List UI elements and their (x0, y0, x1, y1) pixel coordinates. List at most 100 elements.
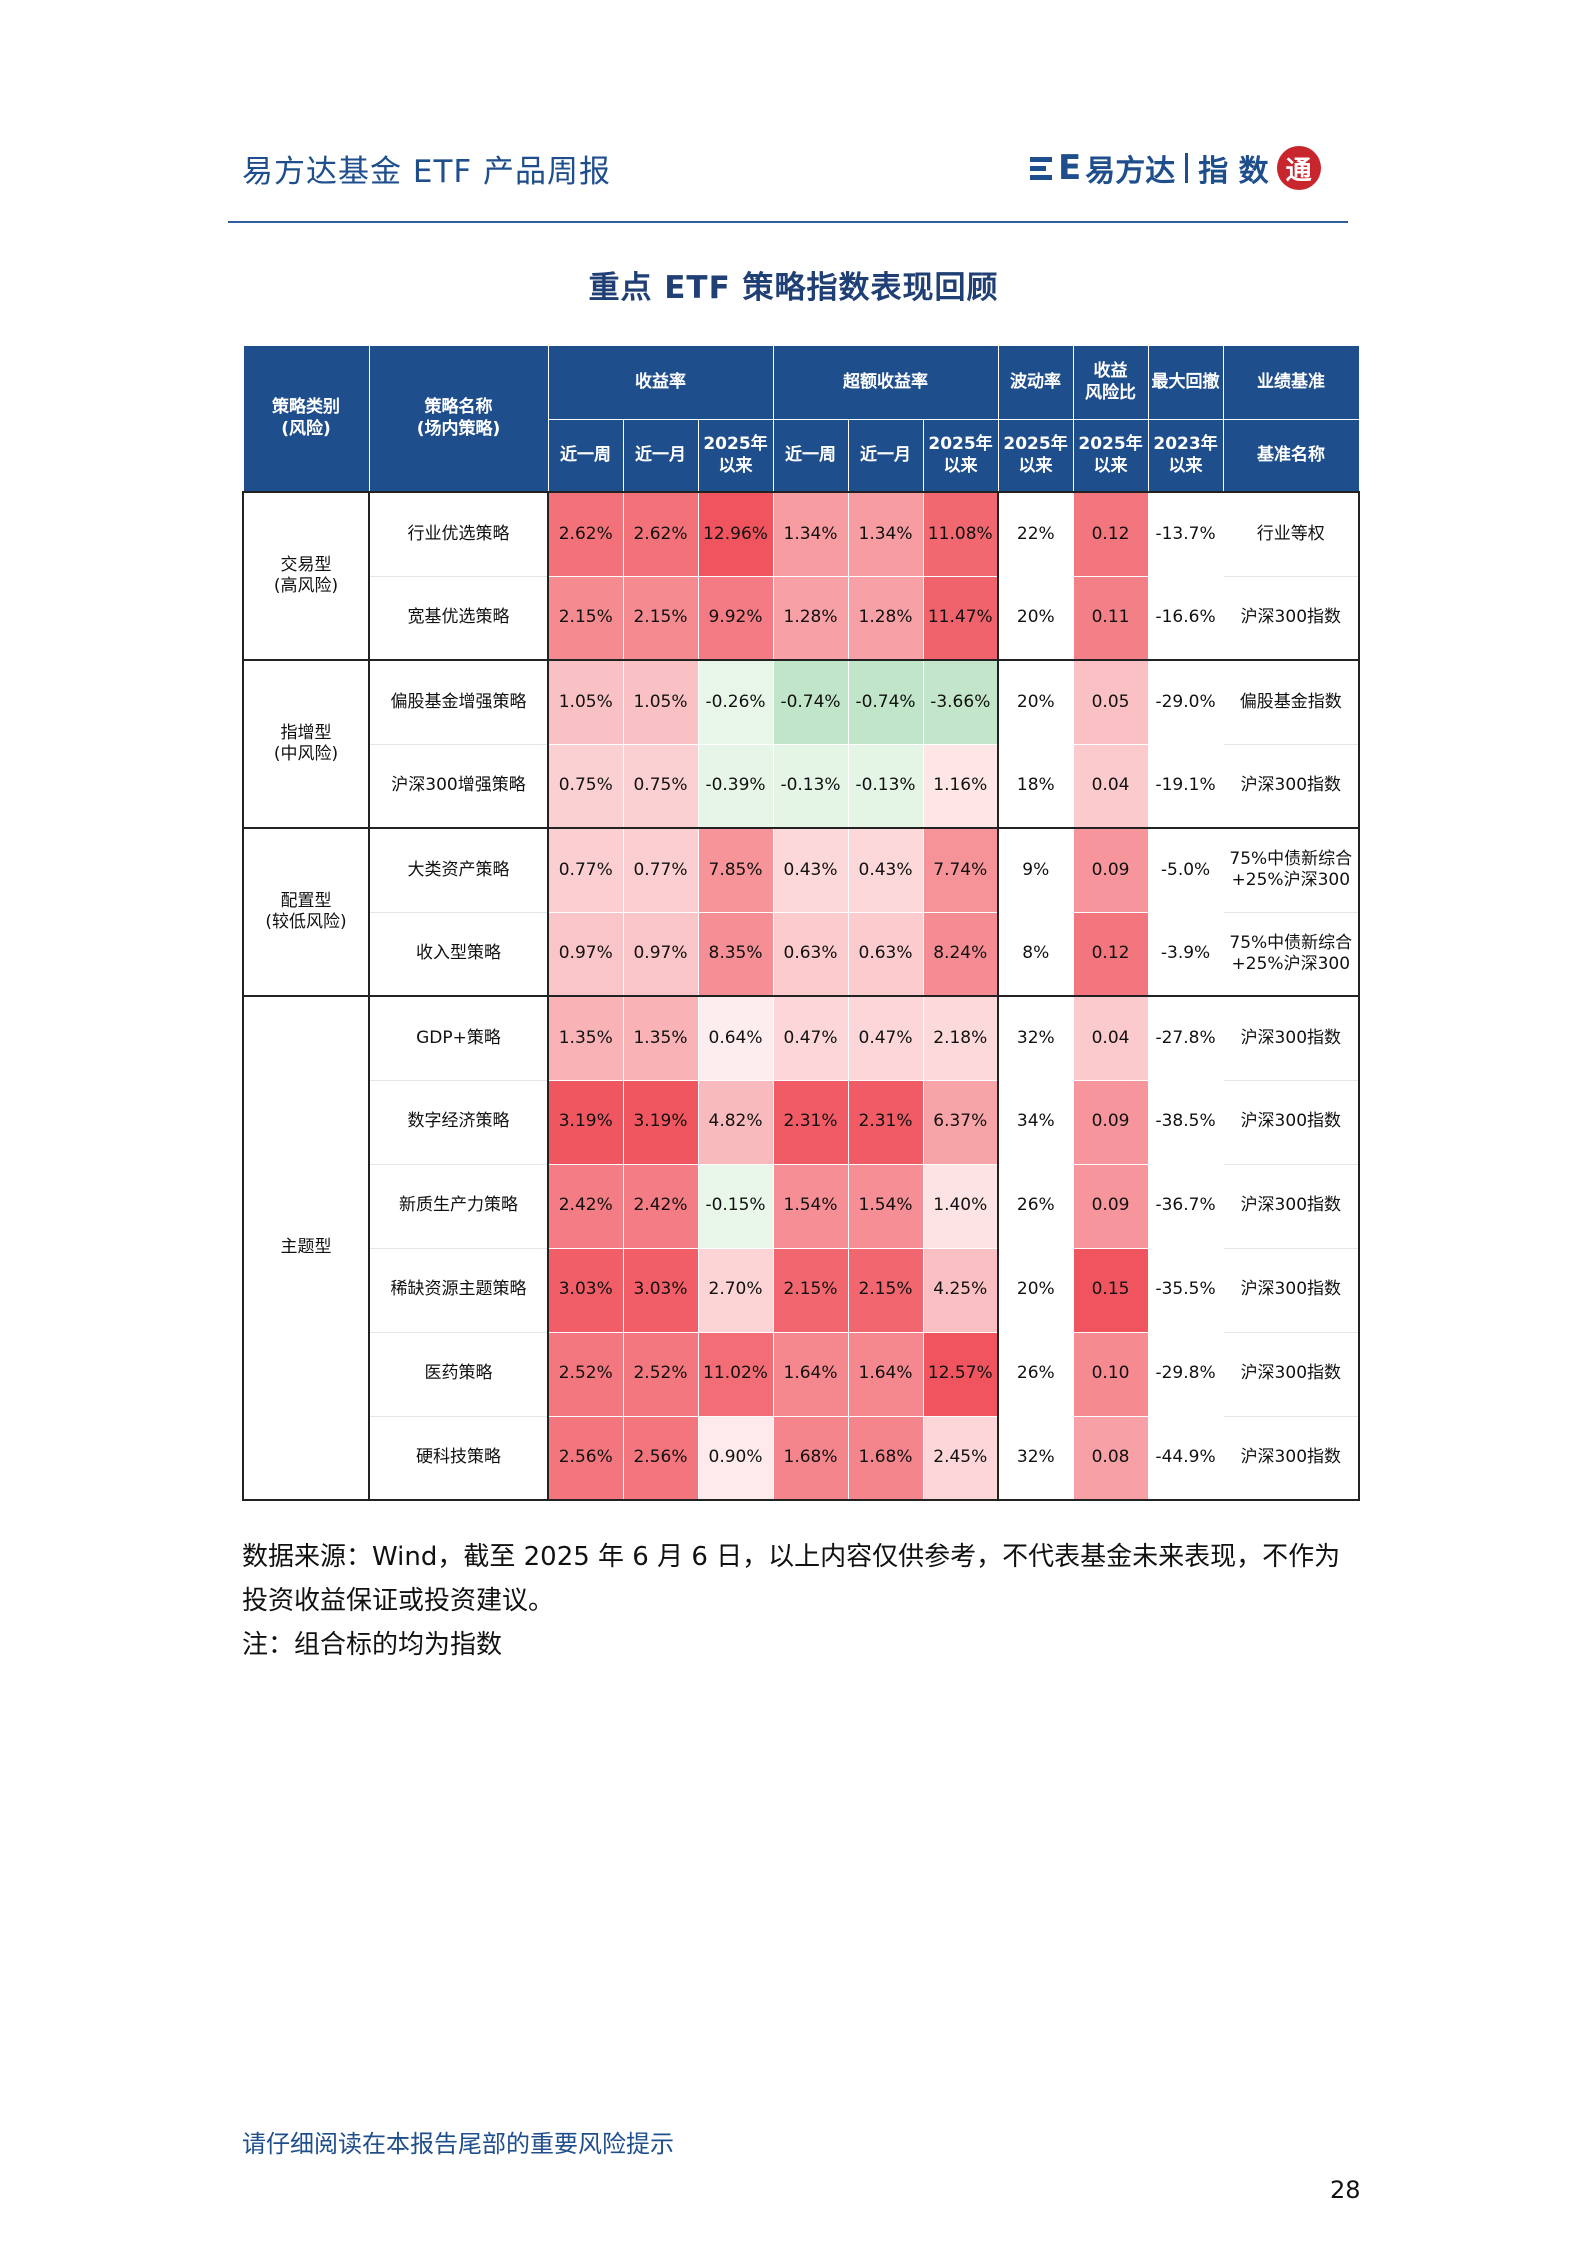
volatility-cell: 34% (997, 1079, 1074, 1165)
strategy-name-cell: 新质生产力策略 (368, 1163, 549, 1249)
return-month-cell: 3.19% (622, 1079, 699, 1165)
return-month-cell: 0.77% (622, 827, 699, 913)
sub-ret-ytd: 2025年 以来 (697, 419, 774, 493)
volatility-cell: 8% (997, 911, 1074, 997)
category-cell: 指增型 (中风险) (242, 659, 370, 829)
excess-week-cell: 1.68% (772, 1415, 849, 1501)
table-row: 稀缺资源主题策略 3.03% 3.03% 2.70% 2.15% 2.15% 4.25% 20… (243, 1247, 1361, 1333)
return-month-cell: 2.52% (622, 1331, 699, 1417)
sub-bench: 基准名称 (1222, 419, 1360, 493)
excess-week-cell: 1.64% (772, 1331, 849, 1417)
excess-week-cell: 2.31% (772, 1079, 849, 1165)
volatility-cell: 26% (997, 1331, 1074, 1417)
volatility-cell: 22% (997, 491, 1074, 577)
max-drawdown-cell: -36.7% (1147, 1163, 1224, 1249)
excess-week-cell: 0.47% (772, 995, 849, 1081)
table-row: 收入型策略 0.97% 0.97% 8.35% 0.63% 0.63% 8.24% 8% 0.1… (243, 911, 1361, 997)
benchmark-cell: 沪深300指数 (1222, 1247, 1361, 1333)
excess-week-cell: 1.28% (772, 575, 849, 661)
table-row: 医药策略 2.52% 2.52% 11.02% 1.64% 1.64% 12.57% 26% 0… (243, 1331, 1361, 1417)
excess-ytd-cell: 11.47% (922, 575, 999, 661)
table-title: 重点 ETF 策略指数表现回顾 (588, 270, 999, 306)
sub-mdd: 2023年 以来 (1147, 419, 1224, 493)
benchmark-cell: 行业等权 (1222, 491, 1361, 577)
return-risk-ratio-cell: 0.12 (1072, 911, 1149, 997)
table-row: 主题型 GDP+策略 1.35% 1.35% 0.64% 0.47% 0.47% 2.18% 3… (242, 995, 1361, 1501)
return-week-cell: 2.62% (547, 491, 624, 577)
max-drawdown-cell: -27.8% (1147, 995, 1224, 1081)
excess-ytd-cell: 2.45% (922, 1415, 999, 1501)
excess-week-cell: 0.63% (772, 911, 849, 997)
benchmark-cell: 75%中债新综合 +25%沪深300 (1222, 827, 1361, 913)
max-drawdown-cell: -44.9% (1147, 1415, 1224, 1501)
return-ytd-cell: 2.70% (697, 1247, 774, 1333)
strategy-name-cell: GDP+策略 (368, 995, 549, 1081)
benchmark-cell: 沪深300指数 (1222, 995, 1361, 1081)
benchmark-cell: 沪深300指数 (1222, 1331, 1361, 1417)
return-month-cell: 1.35% (622, 995, 699, 1081)
return-ytd-cell: -0.39% (697, 743, 774, 829)
return-month-cell: 2.42% (622, 1163, 699, 1249)
return-month-cell: 1.05% (622, 659, 699, 745)
return-ytd-cell: 7.85% (697, 827, 774, 913)
max-drawdown-cell: -38.5% (1147, 1079, 1224, 1165)
page-number: 28 (1330, 2176, 1361, 2204)
strategy-name-cell: 医药策略 (368, 1331, 549, 1417)
excess-month-cell: 0.63% (847, 911, 924, 997)
table-row: 配置型 (较低风险) 大类资产策略 0.77% 0.77% 7.85% 0.43% 0.43%… (242, 827, 1361, 997)
category-cell: 主题型 (242, 995, 370, 1501)
risk-warning-footer: 请仔细阅读在本报告尾部的重要风险提示 (242, 2130, 674, 2158)
category-cell: 交易型 (高风险) (242, 491, 370, 661)
strategy-name-cell: 硬科技策略 (368, 1415, 549, 1501)
return-month-cell: 2.15% (622, 575, 699, 661)
return-risk-ratio-cell: 0.04 (1072, 995, 1149, 1081)
benchmark-cell: 沪深300指数 (1222, 1163, 1361, 1249)
strategy-name-cell: 稀缺资源主题策略 (368, 1247, 549, 1333)
return-week-cell: 2.52% (547, 1331, 624, 1417)
table-row: 交易型 (高风险) 行业优选策略 2.62% 2.62% 12.96% 1.34% 1.34%… (242, 491, 1361, 661)
return-week-cell: 0.77% (547, 827, 624, 913)
data-source-note: 数据来源：Wind，截至 2025 年 6 月 6 日，以上内容仅供参考，不代表… (242, 1542, 1341, 1616)
return-ytd-cell: 0.90% (697, 1415, 774, 1501)
header-max-drawdown: 最大回撤 (1147, 345, 1224, 420)
return-month-cell: 2.62% (622, 491, 699, 577)
return-week-cell: 0.97% (547, 911, 624, 997)
sub-exc-month: 近一月 (847, 419, 924, 493)
excess-week-cell: 1.34% (772, 491, 849, 577)
logo-text: 易方达 (1085, 154, 1176, 189)
excess-month-cell: 1.64% (847, 1331, 924, 1417)
excess-month-cell: 1.34% (847, 491, 924, 577)
return-month-cell: 0.97% (622, 911, 699, 997)
logo-divider (1185, 153, 1189, 183)
header-return: 收益率 (547, 345, 774, 420)
strategy-name-cell: 宽基优选策略 (368, 575, 549, 661)
volatility-cell: 20% (997, 659, 1074, 745)
table-row: 沪深300增强策略 0.75% 0.75% -0.39% -0.13% -0.13% 1.1… (243, 743, 1361, 829)
header-strategy-name: 策略名称 (场内策略) (368, 345, 549, 493)
return-risk-ratio-cell: 0.10 (1072, 1331, 1149, 1417)
benchmark-cell: 偏股基金指数 (1222, 659, 1361, 745)
excess-month-cell: 0.43% (847, 827, 924, 913)
max-drawdown-cell: -3.9% (1147, 911, 1224, 997)
excess-ytd-cell: 4.25% (922, 1247, 999, 1333)
excess-week-cell: 0.43% (772, 827, 849, 913)
header-return-risk-ratio: 收益 风险比 (1072, 345, 1149, 420)
volatility-cell: 18% (997, 743, 1074, 829)
excess-month-cell: 2.31% (847, 1079, 924, 1165)
excess-ytd-cell: 12.57% (922, 1331, 999, 1417)
excess-month-cell: 1.28% (847, 575, 924, 661)
sub-ret-month: 近一月 (622, 419, 699, 493)
max-drawdown-cell: -29.8% (1147, 1331, 1224, 1417)
return-week-cell: 2.42% (547, 1163, 624, 1249)
logo-stripes-icon (1030, 156, 1052, 180)
return-ytd-cell: 0.64% (697, 995, 774, 1081)
benchmark-cell: 75%中债新综合 +25%沪深300 (1222, 911, 1361, 997)
excess-month-cell: 1.54% (847, 1163, 924, 1249)
volatility-cell: 32% (997, 995, 1074, 1081)
return-risk-ratio-cell: 0.05 (1072, 659, 1149, 745)
excess-ytd-cell: 7.74% (922, 827, 999, 913)
return-risk-ratio-cell: 0.11 (1072, 575, 1149, 661)
max-drawdown-cell: -19.1% (1147, 743, 1224, 829)
volatility-cell: 26% (997, 1163, 1074, 1249)
excess-ytd-cell: 11.08% (922, 491, 999, 577)
